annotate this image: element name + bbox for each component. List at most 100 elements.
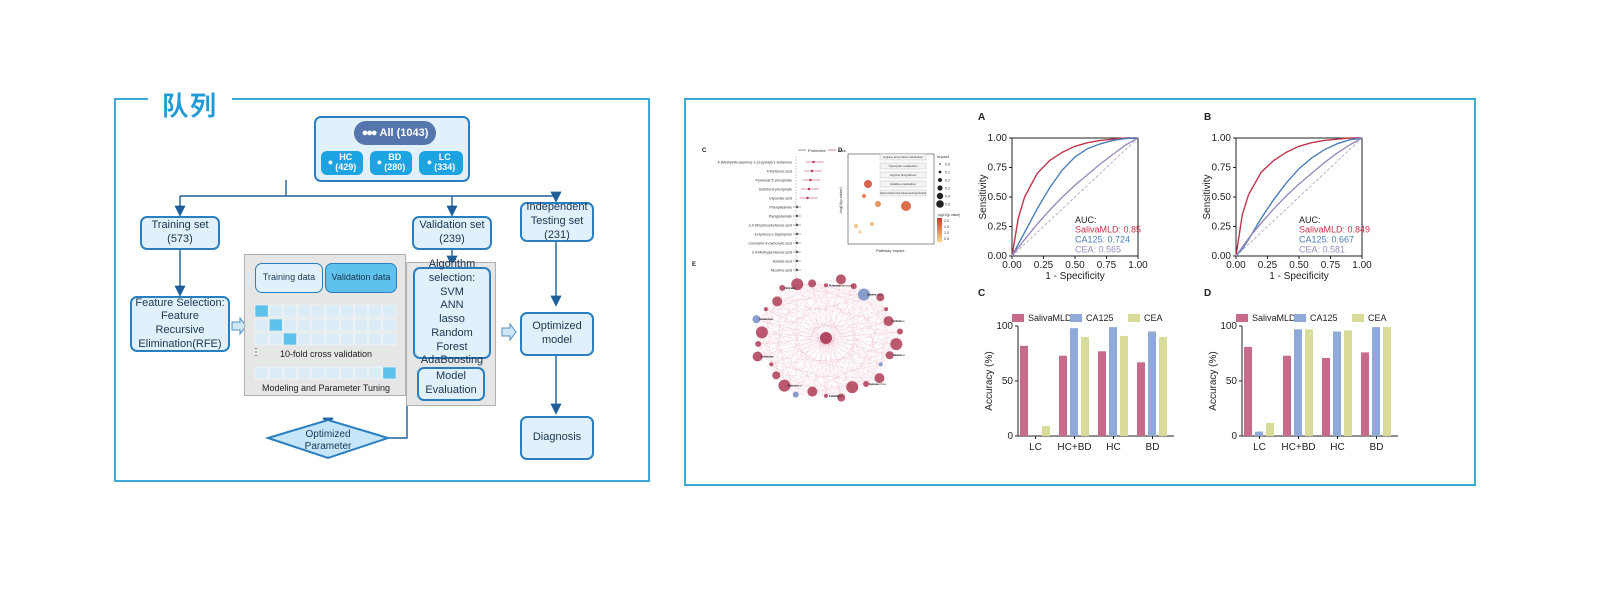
fold-cell: [283, 318, 297, 332]
network-edge: [757, 337, 827, 357]
effect-point: [795, 214, 799, 218]
fold-cell: [268, 318, 283, 332]
network-edge: [825, 337, 881, 365]
network-edge: [812, 283, 864, 295]
color-legend-value: 2.0: [944, 219, 949, 223]
metabolite-label: Nicotinic acid: [771, 269, 792, 273]
effect-point: [795, 259, 799, 263]
fold-cell: [368, 332, 383, 346]
network-edge: [771, 337, 827, 365]
network-node: [837, 393, 846, 402]
x-tick-label: HC+BD: [1281, 442, 1315, 453]
network-label: Taurine: [893, 353, 903, 357]
fold-cell: [297, 318, 312, 332]
bar-cea: [1081, 337, 1089, 436]
fold-cell: [354, 318, 368, 332]
effect-point: [812, 160, 815, 164]
network-node: [857, 288, 870, 301]
hc-count: (429): [335, 162, 357, 172]
network-edge: [771, 284, 798, 365]
fold-cell: [283, 366, 297, 380]
bar-salivamld: [1322, 357, 1330, 436]
network-node: [755, 326, 768, 339]
impact-value: 0.2: [945, 178, 950, 182]
x-tick-label: LC: [1253, 442, 1266, 453]
network-label: Spermidine: [787, 384, 802, 388]
network-edge: [825, 294, 864, 339]
effect-point: [809, 178, 812, 182]
person-icon: ●: [327, 157, 334, 168]
legend-label: CA125: [1086, 313, 1114, 323]
color-legend-value: 1.5: [944, 225, 949, 229]
x-tick-label: HC: [1106, 442, 1120, 453]
network-node: [807, 386, 818, 397]
fold-cell: [354, 304, 368, 318]
network-edge: [784, 283, 813, 386]
network-edge: [797, 284, 887, 310]
algorithm-line: SVM: [440, 285, 464, 298]
network-edge: [765, 308, 897, 345]
network-edge: [771, 364, 867, 385]
independent-label: Independent: [526, 201, 588, 214]
roc-curve-cea: [1235, 137, 1363, 257]
network-edge: [765, 309, 772, 365]
network-edge: [771, 294, 864, 365]
all-pill: ●●● All (1043): [354, 121, 436, 145]
lc-group-pill: ● LC (334): [419, 151, 463, 175]
accuracy-chart-c: 0 50 100 Accuracy (%) LC HC+BD HC BD SalivaMLD CA…: [984, 313, 1174, 453]
network-edge: [771, 355, 890, 365]
network-edge: [825, 337, 897, 345]
network-edge: [825, 286, 854, 339]
y-tick-label: 0.00: [988, 251, 1008, 262]
network-edge: [880, 297, 890, 356]
network-edge: [777, 301, 889, 322]
bar-salivamld: [1020, 345, 1028, 436]
x-tick-label: 0.00: [1226, 260, 1246, 271]
validation-set-label: Validation set: [419, 219, 485, 232]
roc-curve-cea: [1011, 137, 1139, 257]
network-edge: [776, 285, 854, 376]
model-evaluation-box: Model Evaluation: [417, 367, 485, 401]
training-data-box: Training data: [255, 263, 323, 293]
y-tick-label: 100: [996, 321, 1013, 332]
pathway-label: Glycerolipid and Glycerophospholipid: [880, 191, 927, 195]
network-label: Putrescine: [761, 355, 775, 359]
cross-validation-panel: Training data Validation data ⋮ 10-fold …: [244, 254, 406, 396]
network-label: Histamine: [893, 353, 906, 357]
network-label: Linoleic acid: [867, 293, 883, 297]
network-node: [850, 283, 857, 290]
x-axis-title: 1 - Specificity: [1269, 271, 1328, 282]
network-label: Hypoxanthine: [869, 382, 887, 386]
metabolite-label: Sorbitol-6-phosphate: [759, 188, 792, 192]
bar-ca125: [1255, 431, 1263, 436]
network-edge: [797, 284, 827, 339]
bar-cea: [1344, 330, 1352, 436]
impact-size-dot: [937, 185, 943, 191]
network-edge: [812, 344, 897, 392]
fold-cell: [354, 366, 368, 380]
x-tick-label: 0.25: [1258, 260, 1278, 271]
legend-swatch: [1236, 314, 1248, 322]
effect-point: [795, 232, 799, 236]
network-edge: [757, 356, 881, 365]
x-tick-label: BD: [1146, 442, 1160, 453]
network-edge: [825, 337, 853, 388]
fold-cell: [354, 332, 368, 346]
network-node: [878, 362, 883, 367]
feature-selection-box: Feature Selection: Feature Recursive Eli…: [130, 296, 230, 352]
feature-selection-line: Recursive: [155, 324, 205, 336]
bar-ca125: [1333, 331, 1341, 436]
auc-value: CA125: 0.667: [1299, 234, 1354, 244]
bd-label: BD: [388, 152, 402, 163]
network-edge: [812, 308, 887, 392]
fold-cell: [325, 318, 340, 332]
optimized-parameter-line: Optimized: [305, 429, 351, 440]
x-tick-label: BD: [1370, 442, 1384, 453]
fold-cell: [297, 366, 312, 380]
bar-salivamld: [1059, 355, 1067, 436]
network-label: Betaine: [867, 293, 877, 297]
auc-title: AUC:: [1299, 215, 1321, 225]
feature-selection-line: Feature Selection:: [135, 296, 225, 309]
lc-count: (334): [434, 162, 456, 172]
effect-point: [795, 223, 799, 227]
